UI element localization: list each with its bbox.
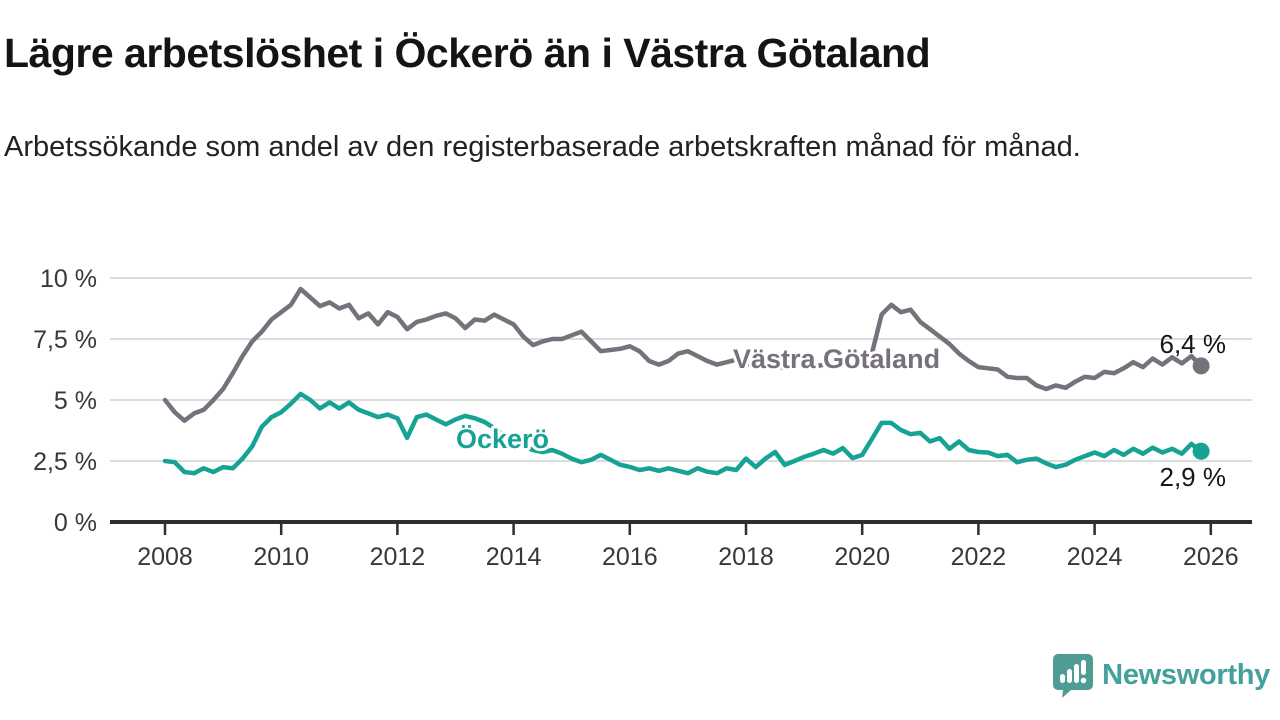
y-axis: 10 % 7,5 % 5 % 2,5 % 0 % [33, 265, 97, 537]
y-tick-label: 5 % [54, 387, 97, 415]
x-tick-label: 2016 [602, 543, 658, 571]
y-tick-label: 0 % [54, 509, 97, 537]
exclamation-dot [1080, 677, 1087, 684]
x-tick-label: 2012 [370, 543, 426, 571]
series-end-value-label: 2,9 % [1160, 462, 1227, 492]
x-tick-label: 2010 [253, 543, 309, 571]
series-end-dot-ockero [1192, 442, 1210, 460]
chart-subtitle: Arbetssökande som andel av den registerb… [4, 131, 1081, 163]
series-inline-label: Västra Götaland [733, 344, 940, 374]
gridlines [110, 277, 1252, 462]
series-line-vastra-gotaland [162, 286, 1204, 423]
bar-medium [1067, 669, 1073, 683]
y-tick-label: 10 % [40, 265, 97, 293]
newsworthy-wordmark: Newsworthy [1102, 658, 1270, 691]
x-tick-label: 2022 [951, 543, 1007, 571]
x-tick-label: 2008 [137, 543, 193, 571]
newsworthy-logo: Newsworthy [1052, 652, 1270, 698]
x-tick-label: 2024 [1067, 543, 1123, 571]
series-end-dot-vastra-gotaland [1192, 357, 1210, 375]
chart-title: Lägre arbetslöshet i Öckerö än i Västra … [4, 30, 931, 76]
newsworthy-logo-icon [1053, 654, 1094, 698]
y-tick-label: 7,5 % [33, 326, 97, 354]
bar-small [1060, 674, 1066, 683]
annotations: Västra Götaland 6,4 % Öckerö 2,9 % [453, 329, 1227, 492]
x-tick-label: 2018 [718, 543, 774, 571]
series-inline-label: Öckerö [456, 424, 549, 454]
series-line-ockero [162, 391, 1204, 476]
x-tick-label: 2020 [834, 543, 890, 571]
x-axis: 2008 2010 2012 2014 2016 2018 2020 2022 2024 2026 [110, 520, 1252, 571]
y-tick-label: 2,5 % [33, 448, 97, 476]
speech-bubble-shape [1053, 654, 1094, 698]
exclamation-bar [1081, 660, 1087, 675]
bar-large [1074, 664, 1080, 683]
x-tick-label: 2026 [1183, 543, 1239, 571]
series-lines [162, 286, 1210, 476]
x-tick-label: 2014 [486, 543, 542, 571]
series-end-value-label: 6,4 % [1160, 329, 1227, 359]
